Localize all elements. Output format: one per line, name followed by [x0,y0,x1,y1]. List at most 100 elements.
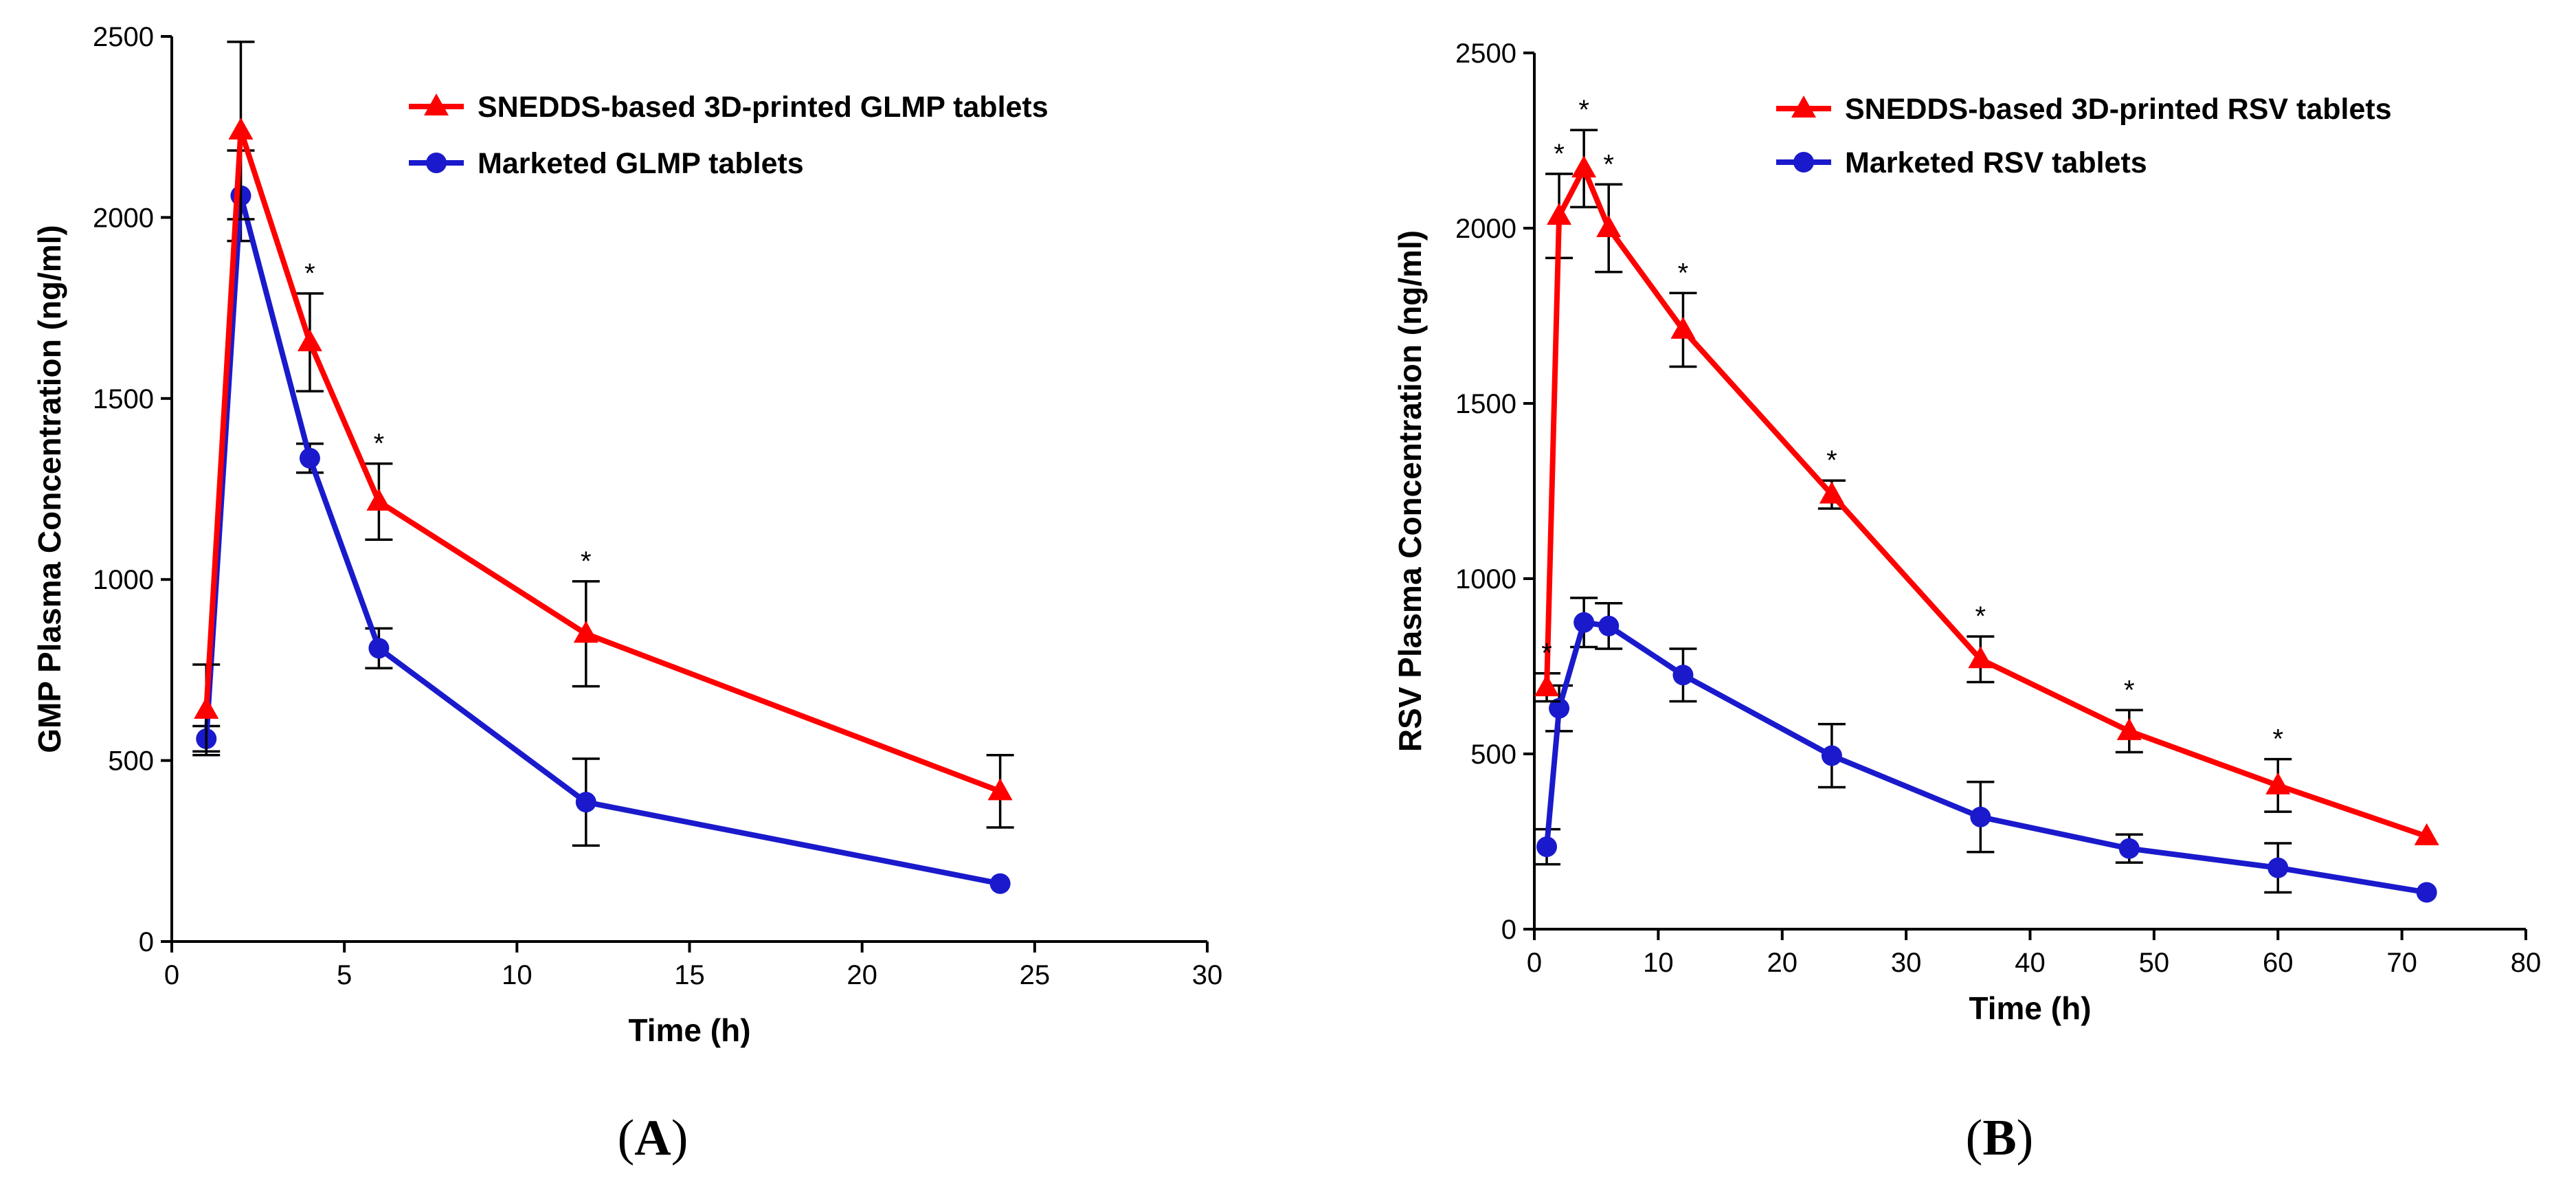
x-tick-label: 0 [1527,948,1542,978]
data-point [2267,857,2289,878]
x-tick-label: 25 [1020,960,1051,990]
data-point [989,873,1011,894]
significance-star: * [1541,638,1552,669]
significance-star: * [1678,258,1689,288]
data-point [2118,838,2140,859]
data-point [1819,481,1844,504]
significance-star: * [374,429,385,459]
series-line [1544,619,2428,895]
legend-marker [424,93,449,115]
panel-label-paren: ( [1966,1110,1983,1166]
panel-label: (B) [1966,1110,2034,1166]
legend-marker [1793,152,1814,172]
significance-star: * [304,258,315,289]
chart-b: 0 500 1000 1500 2000 2500 0 10 20 30 40 50 60 70 80 RSV… [1392,38,2541,1166]
x-axis-title: Time (h) [1969,990,2091,1026]
x-tick-label: 40 [2015,948,2046,978]
y-axis-title: GMP Plasma Concentration (ng/ml) [32,225,67,753]
data-point [368,638,390,659]
y-tick-label: 1000 [1455,564,1516,594]
x-tick-label: 20 [1767,948,1798,978]
panel-label-paren: ( [618,1110,635,1166]
series-line [1544,166,2428,839]
data-point [1536,836,1558,858]
x-tick-label: 30 [1192,960,1223,990]
series-snedds: * * * * * * * * * [1533,95,2439,845]
series-snedds: * * * [192,41,1014,829]
y-tick-label: 2500 [93,22,154,52]
x-tick-label: 10 [1643,948,1674,978]
panel-label-paren: ) [671,1110,688,1166]
x-tick-label: 30 [1891,948,1922,978]
y-tick-label: 2000 [1455,214,1516,244]
legend-label: Marketed RSV tablets [1845,146,2147,179]
y-tick-label: 1000 [93,565,154,595]
panel-label-letter: B [1982,1110,2016,1166]
y-tick-label: 2000 [93,203,154,233]
y-tick-label: 1500 [1455,389,1516,419]
legend-label: Marketed GLMP tablets [478,147,804,180]
data-point [1549,698,1570,719]
y-axis-title: RSV Plasma Concentration (ng/ml) [1392,230,1428,752]
data-point [1571,155,1597,178]
x-tick-label: 50 [2139,948,2170,978]
data-point [299,447,320,469]
data-point [1670,316,1696,339]
data-point [573,621,598,643]
legend-label: SNEDDS-based 3D-printed GLMP tablets [478,91,1049,124]
data-point [1534,674,1560,697]
x-tick-label: 15 [674,960,705,990]
x-tick-label: 70 [2386,948,2417,978]
panel-label: (A) [618,1110,688,1166]
data-point [2414,823,2439,845]
x-axis-title: Time (h) [628,1012,750,1048]
data-point [228,117,254,140]
significance-star: * [1826,445,1837,476]
data-point [987,778,1013,801]
data-point [1547,203,1572,225]
data-point [2416,882,2437,903]
y-tick-label: 1500 [93,384,154,414]
legend-marker [1791,96,1816,118]
series-marketed [192,149,1011,894]
x-tick-label: 10 [502,960,533,990]
significance-star: * [1578,95,1589,125]
significance-star: * [1975,601,1986,632]
x-tick-label: 60 [2263,948,2294,978]
y-tick-label: 500 [1470,739,1516,770]
data-point [2265,772,2291,794]
series-line [203,127,1002,794]
data-point [1573,612,1595,633]
data-point [1598,615,1620,636]
y-tick-label: 0 [1501,915,1516,945]
y-tick-label: 500 [108,746,154,777]
panel-label-letter: A [634,1110,671,1166]
data-point [2116,717,2142,740]
data-point [575,792,596,813]
data-point [194,696,219,719]
data-point [297,329,322,352]
significance-star: * [2272,724,2283,755]
significance-star: * [1554,139,1565,169]
x-tick-label: 20 [847,960,877,990]
legend-marker [426,153,447,173]
x-tick-label: 5 [337,960,352,990]
y-tick-label: 0 [139,927,154,957]
significance-star: * [2124,675,2135,705]
legend-label: SNEDDS-based 3D-printed RSV tablets [1845,93,2392,126]
data-point [1970,806,1991,827]
data-point [1968,646,1993,669]
x-tick-label: 80 [2511,948,2542,978]
y-tick-label: 2500 [1455,38,1516,69]
data-point [1672,665,1694,686]
chart-a: 0 500 1000 1500 2000 2500 0 5 10 15 20 25 30 GMP Plas… [32,22,1222,1166]
data-point [366,488,392,511]
panel-label-paren: ) [2017,1110,2034,1166]
significance-star: * [581,546,592,577]
data-point [1821,745,1842,766]
significance-star: * [1603,149,1614,179]
data-point [1596,215,1622,237]
series-line [203,192,1001,887]
